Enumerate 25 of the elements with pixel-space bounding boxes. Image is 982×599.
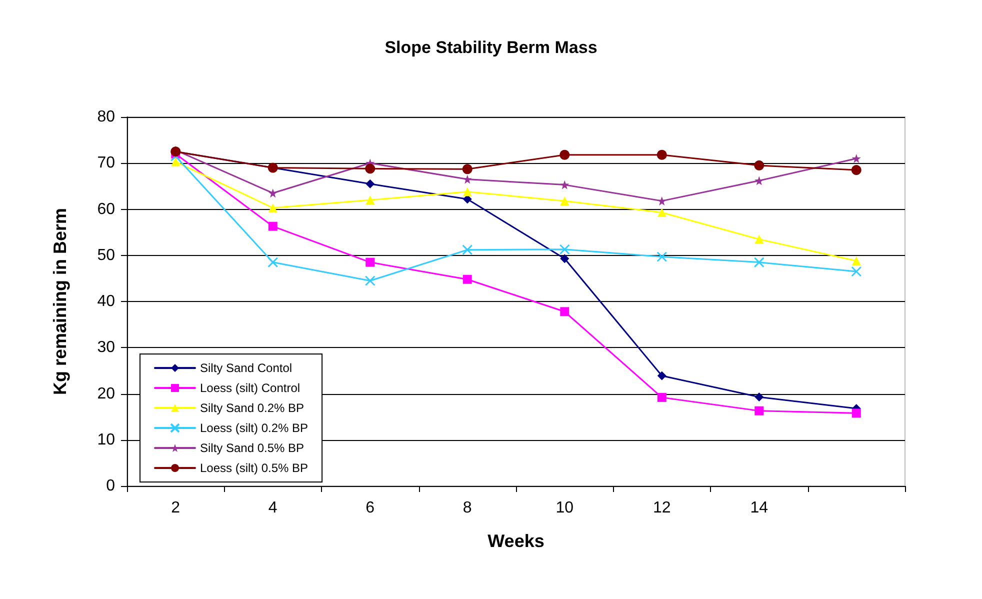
- x-tick-label: 14: [750, 500, 768, 516]
- legend-label: Silty Sand Contol: [200, 361, 292, 375]
- legend-label: Loess (silt) Control: [200, 381, 300, 395]
- y-axis-title: Kg remaining in Berm: [50, 208, 70, 396]
- x-tick-label: 12: [652, 500, 671, 516]
- y-tick-label: 0: [106, 478, 116, 494]
- x-tick-label: 6: [366, 500, 375, 516]
- chart-title: Slope Stability Berm Mass: [384, 38, 598, 57]
- y-tick-label: 70: [97, 154, 116, 172]
- y-tick-label: 50: [97, 246, 116, 264]
- x-tick-label: 2: [171, 500, 180, 516]
- legend-label: Silty Sand 0.2% BP: [200, 401, 304, 415]
- x-tick-label: 10: [556, 500, 574, 516]
- y-tick-label: 30: [97, 339, 116, 356]
- legend-label: Loess (silt) 0.5% BP: [200, 461, 308, 475]
- y-tick-label: 40: [97, 293, 116, 310]
- x-tick-label: 4: [268, 500, 278, 516]
- y-tick-label: 60: [97, 200, 116, 218]
- y-tick-label: 80: [97, 108, 116, 126]
- legend-label: Loess (silt) 0.2% BP: [200, 421, 308, 435]
- y-tick-label: 10: [97, 431, 116, 448]
- x-tick-label: 8: [462, 500, 472, 516]
- y-tick-label: 20: [97, 385, 116, 402]
- x-axis-title: Weeks: [488, 531, 544, 551]
- legend-label: Silty Sand 0.5% BP: [200, 441, 304, 455]
